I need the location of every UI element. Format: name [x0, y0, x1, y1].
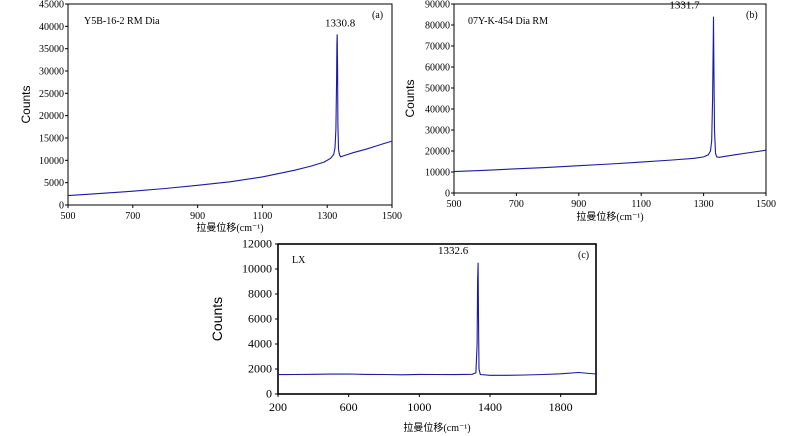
- plot-frame-a: [67, 3, 393, 206]
- y-tick-label: 0: [266, 387, 272, 401]
- y-tick-label: 90000: [425, 0, 450, 11]
- x-tick-label: 1100: [253, 211, 273, 222]
- y-tick-label: 4000: [248, 337, 272, 351]
- y-tick-label: 15000: [39, 134, 64, 145]
- x-axis-title-c: 拉曼位移(cm⁻¹): [403, 421, 470, 434]
- sample-name-a: Y5B-16-2 RM Dia: [84, 16, 160, 27]
- y-tick-label: 40000: [425, 105, 450, 116]
- chart-panel-a: 0 5000 10000 15000 20000 25000 30000 35000 40000…: [19, 0, 402, 234]
- y-tick-label: 12000: [242, 237, 272, 251]
- x-tick-label: 700: [509, 199, 524, 210]
- y-axis-title-b: Counts: [403, 79, 417, 117]
- y-tick-label: 40000: [39, 22, 64, 33]
- x-tick-label: 1100: [631, 199, 651, 210]
- x-tick-label: 200: [269, 400, 287, 414]
- y-axis-title-a: Counts: [19, 85, 33, 123]
- x-tick-label: 1800: [549, 400, 573, 414]
- x-tick-label: 600: [340, 400, 358, 414]
- x-tick-label: 900: [190, 211, 205, 222]
- x-tick-label: 500: [61, 211, 76, 222]
- x-tick-label: 1400: [478, 400, 502, 414]
- spectrum-line-a: [67, 34, 393, 197]
- plot-frame-b: [453, 3, 767, 194]
- y-tick-label: 80000: [425, 21, 450, 32]
- y-tick-label: 25000: [39, 89, 64, 100]
- sample-name-c: LX: [292, 255, 306, 266]
- y-tick-label: 10000: [39, 156, 64, 167]
- y-tick-label: 60000: [425, 63, 450, 74]
- panel-label-c: (c): [578, 250, 589, 261]
- spectrum-line-c: [277, 262, 597, 376]
- panel-label-a: (a): [372, 10, 383, 21]
- y-tick-label: 20000: [425, 147, 450, 158]
- y-tick-label: 35000: [39, 44, 64, 55]
- chart-panel-c: 0 2000 4000 6000 8000 10000 12000 200 600 1000 14…: [209, 237, 597, 434]
- y-tick-label: 45000: [39, 0, 64, 11]
- y-tick-label: 0: [59, 201, 64, 212]
- x-tick-label: 1500: [756, 199, 776, 210]
- x-tick-label: 1300: [317, 211, 337, 222]
- peak-annotation-c: 1332.6: [438, 245, 469, 257]
- y-tick-label: 6000: [248, 312, 272, 326]
- panel-label-b: (b): [746, 10, 758, 21]
- x-tick-label: 1300: [694, 199, 714, 210]
- y-axis-title-c: Counts: [209, 297, 225, 341]
- y-tick-label: 0: [445, 189, 450, 200]
- x-axis-title-b: 拉曼位移(cm⁻¹): [576, 210, 643, 223]
- x-tick-label: 900: [571, 199, 586, 210]
- y-tick-label: 50000: [425, 84, 450, 95]
- y-tick-label: 30000: [39, 67, 64, 78]
- y-tick-label: 20000: [39, 111, 64, 122]
- y-tick-label: 5000: [44, 178, 64, 189]
- x-axis-title-a: 拉曼位移(cm⁻¹): [196, 221, 263, 234]
- plot-frame-c: [277, 243, 597, 395]
- y-tick-label: 10000: [425, 168, 450, 179]
- y-tick-label: 10000: [242, 262, 272, 276]
- y-tick-label: 70000: [425, 42, 450, 53]
- y-tick-label: 2000: [248, 362, 272, 376]
- spectrum-line-b: [453, 16, 767, 173]
- peak-annotation-b: 1331.7: [669, 0, 700, 12]
- x-tick-label: 1500: [382, 211, 402, 222]
- peak-annotation-a: 1330.8: [325, 17, 356, 29]
- x-tick-label: 1000: [407, 400, 431, 414]
- x-tick-label: 700: [125, 211, 140, 222]
- chart-panel-b: 0 10000 20000 30000 40000 50000 60000 70000 8000…: [403, 0, 776, 223]
- x-tick-label: 500: [447, 199, 462, 210]
- y-tick-label: 30000: [425, 126, 450, 137]
- y-tick-label: 8000: [248, 287, 272, 301]
- sample-name-b: 07Y-K-454 Dia RM: [468, 16, 548, 27]
